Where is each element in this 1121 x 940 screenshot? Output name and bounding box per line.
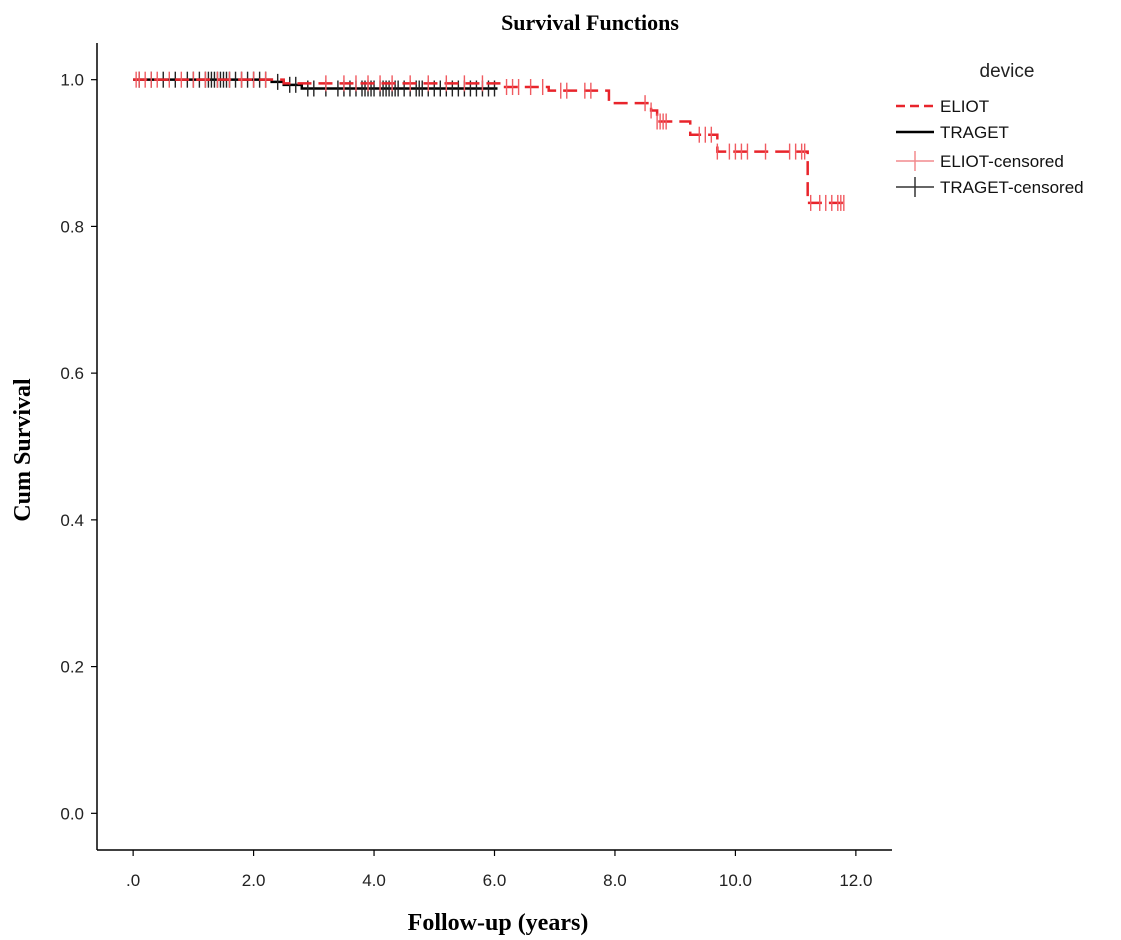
legend-label-eliot: ELIOT: [940, 97, 989, 116]
chart-title: Survival Functions: [501, 10, 679, 35]
y-tick-label: 1.0: [60, 71, 84, 90]
x-tick-label: 12.0: [839, 871, 872, 890]
x-tick-label: 6.0: [483, 871, 507, 890]
legend-item-traget-censored: TRAGET-censored: [896, 177, 1084, 197]
y-tick-label: 0.2: [60, 658, 84, 677]
y-ticks: 0.0 0.2 0.4 0.6 0.8 1.0: [60, 71, 97, 823]
x-tick-label: 8.0: [603, 871, 627, 890]
x-axis-label: Follow-up (years): [408, 910, 589, 936]
legend-label-traget: TRAGET: [940, 123, 1009, 142]
y-axis-label: Cum Survival: [10, 378, 36, 522]
x-ticks: .0 2.0 4.0 6.0 8.0 10.0 12.0: [126, 850, 872, 890]
x-tick-label: 4.0: [362, 871, 386, 890]
plot-area: [133, 71, 847, 211]
legend-item-eliot: ELIOT: [896, 97, 989, 116]
y-tick-label: 0.6: [60, 364, 84, 383]
legend-item-eliot-censored: ELIOT-censored: [896, 151, 1064, 171]
survival-curve-eliot: [133, 78, 847, 205]
x-tick-label: .0: [126, 871, 140, 890]
legend: device ELIOT TRAGET ELIOT-censored TRAGE…: [896, 61, 1084, 197]
y-tick-label: 0.0: [60, 804, 84, 823]
y-tick-label: 0.4: [60, 511, 84, 530]
x-tick-label: 2.0: [242, 871, 266, 890]
legend-label-eliot-censored: ELIOT-censored: [940, 152, 1064, 171]
y-tick-label: 0.8: [60, 217, 84, 236]
legend-label-traget-censored: TRAGET-censored: [940, 178, 1084, 197]
legend-title: device: [980, 61, 1035, 82]
x-tick-label: 10.0: [719, 871, 752, 890]
legend-item-traget: TRAGET: [896, 123, 1009, 142]
